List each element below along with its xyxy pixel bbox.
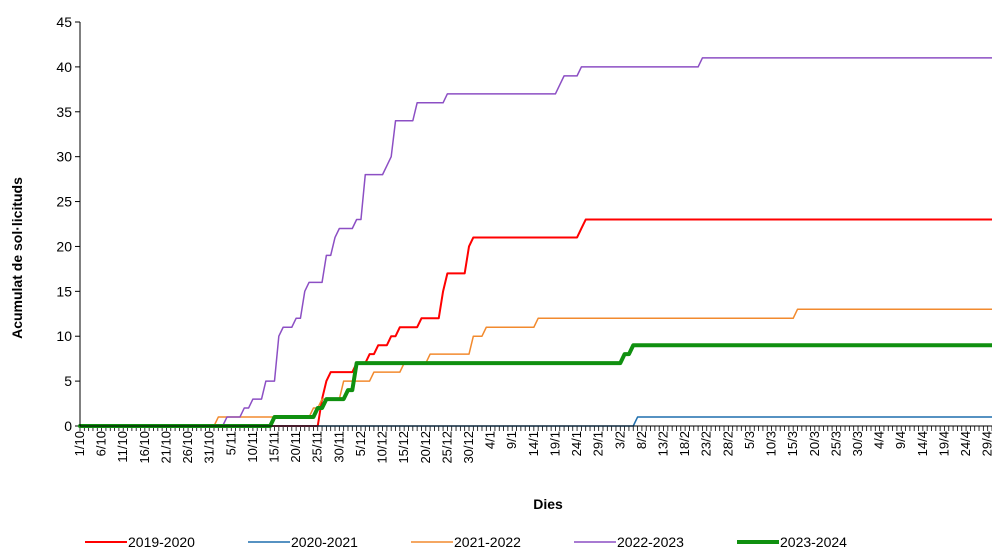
x-tick-label: 25/11	[310, 431, 325, 463]
x-tick-label: 10/3	[764, 431, 779, 456]
x-tick-label: 20/3	[807, 431, 822, 456]
y-tick-label: 45	[56, 14, 72, 30]
x-tick-label: 30/11	[331, 431, 346, 463]
x-tick-label: 8/2	[634, 431, 649, 449]
series-line-2021-2022	[79, 308, 992, 427]
series-line-2019-2020	[79, 218, 992, 427]
y-tick-label: 40	[56, 59, 72, 75]
y-tick-label: 30	[56, 149, 72, 165]
x-axis-title: Dies	[533, 496, 563, 512]
legend-label: 2021-2022	[454, 534, 521, 550]
series-line-2022-2023	[79, 57, 992, 427]
y-tick-label: 0	[64, 418, 72, 434]
y-tick-label: 25	[56, 194, 72, 210]
x-tick-label: 19/1	[547, 431, 562, 456]
legend-label: 2023-2024	[780, 534, 847, 550]
y-axis-ticks: 0 5 10 15 20 25 30 35 40 45	[56, 14, 80, 434]
x-tick-label: 1/10	[72, 431, 87, 456]
x-tick-label: 5/11	[223, 431, 238, 455]
x-tick-label: 15/12	[396, 431, 411, 464]
x-tick-label: 9/4	[893, 431, 908, 449]
x-tick-label: 20/12	[418, 431, 433, 464]
x-tick-label: 26/10	[180, 431, 195, 464]
x-axis-ticks: 1/10 6/10 11/10 16/10 21/10 26/10 31/10 5/11 10/…	[72, 426, 992, 464]
x-tick-label: 30/12	[461, 431, 476, 464]
x-tick-label: 20/11	[288, 431, 303, 463]
x-tick-label: 30/3	[850, 431, 865, 456]
y-tick-label: 5	[64, 373, 72, 389]
x-tick-label: 3/2	[612, 431, 627, 449]
series-lines	[78, 57, 992, 428]
x-tick-label: 29/4	[980, 431, 992, 456]
x-tick-label: 6/10	[94, 431, 109, 456]
x-tick-label: 15/3	[785, 431, 800, 456]
y-tick-label: 15	[56, 283, 72, 299]
x-tick-label: 4/4	[872, 431, 887, 449]
x-tick-label: 9/1	[504, 431, 519, 449]
y-axis-title: Acumulat de sol·licituds	[9, 177, 25, 339]
x-tick-label: 14/4	[915, 431, 930, 456]
x-tick-label: 23/2	[699, 431, 714, 456]
x-tick-label: 18/2	[677, 431, 692, 456]
x-tick-label: 11/10	[115, 431, 130, 463]
x-tick-label: 10/12	[375, 431, 390, 464]
x-tick-label: 24/4	[958, 431, 973, 456]
x-tick-label: 28/2	[720, 431, 735, 456]
legend-label: 2019-2020	[128, 534, 195, 550]
x-tick-label: 13/2	[656, 431, 671, 456]
x-tick-label: 5/3	[742, 431, 757, 449]
x-tick-label: 29/1	[591, 431, 606, 456]
x-tick-label: 14/1	[526, 431, 541, 456]
x-tick-label: 21/10	[158, 431, 173, 464]
x-tick-label: 16/10	[137, 431, 152, 464]
x-tick-label: 19/4	[936, 431, 951, 456]
series-line-2023-2024	[78, 343, 992, 428]
x-tick-label: 31/10	[202, 431, 217, 464]
x-tick-label: 24/1	[569, 431, 584, 456]
y-tick-label: 10	[56, 328, 72, 344]
x-tick-label: 15/11	[267, 431, 282, 463]
x-tick-label: 25/12	[439, 431, 454, 464]
y-tick-label: 35	[56, 104, 72, 120]
x-tick-label: 25/3	[828, 431, 843, 456]
x-tick-label: 10/11	[245, 431, 260, 463]
y-tick-label: 20	[56, 238, 72, 254]
x-tick-label: 5/12	[353, 431, 368, 456]
legend-label: 2022-2023	[617, 534, 684, 550]
legend: 2019-2020 2020-2021 2021-2022 2022-2023 2023…	[85, 534, 847, 550]
legend-label: 2020-2021	[291, 534, 358, 550]
x-tick-label: 4/1	[483, 431, 498, 449]
